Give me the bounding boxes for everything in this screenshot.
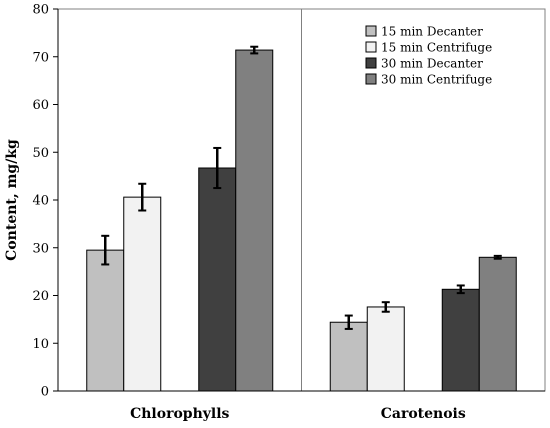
bar [478,256,517,392]
bar [366,306,405,392]
bars [86,49,517,392]
y-tick-label: 60 [32,98,49,113]
legend: 15 min Decanter 15 min Centrifuge 30 min D… [365,25,492,87]
bar [86,249,125,392]
legend-label: 30 min Centrifuge [381,73,492,87]
error-bars [101,45,502,330]
y-tick-label: 80 [32,3,49,18]
bar [441,288,480,392]
bar [235,49,274,392]
category-label: Carotenois [381,406,466,422]
legend-label: 30 min Decanter [381,57,483,71]
x-axis: Chlorophylls Carotenois [130,406,466,422]
legend-label: 15 min Centrifuge [381,41,492,55]
bar [198,167,237,392]
y-axis: 0 10 20 30 40 50 60 70 80 [32,3,58,400]
y-tick-label: 50 [32,146,49,161]
legend-swatch [365,57,377,69]
y-tick-label: 30 [32,241,49,256]
y-axis-title: Content, mg/kg [4,139,20,261]
bar [329,321,368,392]
y-tick-label: 10 [32,337,49,352]
y-tick-label: 20 [32,289,49,304]
y-tick-label: 0 [41,385,49,400]
legend-swatch [365,41,377,53]
bar [123,196,162,392]
category-label: Chlorophylls [130,406,229,422]
y-tick-label: 40 [32,194,49,209]
legend-label: 15 min Decanter [381,25,483,39]
legend-swatch [365,25,377,37]
y-tick-label: 70 [32,50,49,65]
legend-swatch [365,73,377,85]
